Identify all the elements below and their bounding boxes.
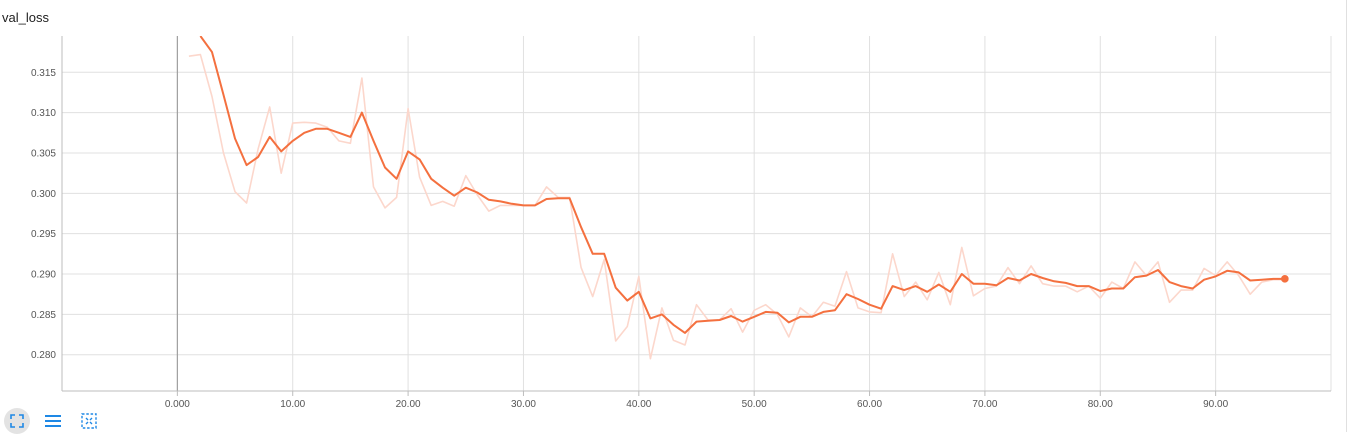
x-tick-label: 50.00 bbox=[742, 399, 767, 410]
y-tick-label: 0.280 bbox=[31, 350, 56, 361]
y-tick-label: 0.295 bbox=[31, 229, 56, 240]
x-tick-label: 90.00 bbox=[1203, 399, 1228, 410]
chart-toolbar bbox=[4, 408, 102, 434]
x-tick-label: 40.00 bbox=[626, 399, 651, 410]
menu-icon bbox=[45, 415, 61, 427]
tick-labels: 0.280 0.285 0.290 0.295 0.300 0.305 0.310 0.315… bbox=[31, 68, 1229, 410]
y-tick-label: 0.305 bbox=[31, 148, 56, 159]
fit-domain-icon bbox=[81, 413, 97, 429]
y-tick-label: 0.285 bbox=[31, 310, 56, 321]
panel-divider bbox=[1346, 0, 1347, 432]
y-tick-label: 0.290 bbox=[31, 270, 56, 281]
axes bbox=[61, 36, 1331, 396]
menu-button[interactable] bbox=[40, 408, 66, 434]
y-tick-label: 0.310 bbox=[31, 108, 56, 119]
fit-domain-button[interactable] bbox=[76, 408, 102, 434]
grid bbox=[62, 36, 1332, 391]
x-tick-label: 30.00 bbox=[511, 399, 536, 410]
chart-title: val_loss bbox=[2, 10, 49, 25]
x-tick-label: 10.00 bbox=[280, 399, 305, 410]
fullscreen-icon bbox=[10, 414, 24, 428]
y-tick-label: 0.315 bbox=[31, 68, 56, 79]
val-loss-chart[interactable]: 0.280 0.285 0.290 0.295 0.300 0.305 0.310 0.315… bbox=[0, 0, 1352, 410]
x-tick-label: 70.00 bbox=[972, 399, 997, 410]
y-tick-label: 0.300 bbox=[31, 189, 56, 200]
series bbox=[188, 36, 1289, 360]
smoothed-series-line bbox=[199, 36, 1285, 334]
fullscreen-button[interactable] bbox=[4, 408, 30, 434]
last-point-marker bbox=[1281, 275, 1289, 283]
x-tick-label: 0.000 bbox=[165, 399, 190, 410]
raw-series-line bbox=[188, 53, 1285, 360]
x-tick-label: 80.00 bbox=[1088, 399, 1113, 410]
x-tick-label: 20.00 bbox=[396, 399, 421, 410]
x-tick-label: 60.00 bbox=[857, 399, 882, 410]
